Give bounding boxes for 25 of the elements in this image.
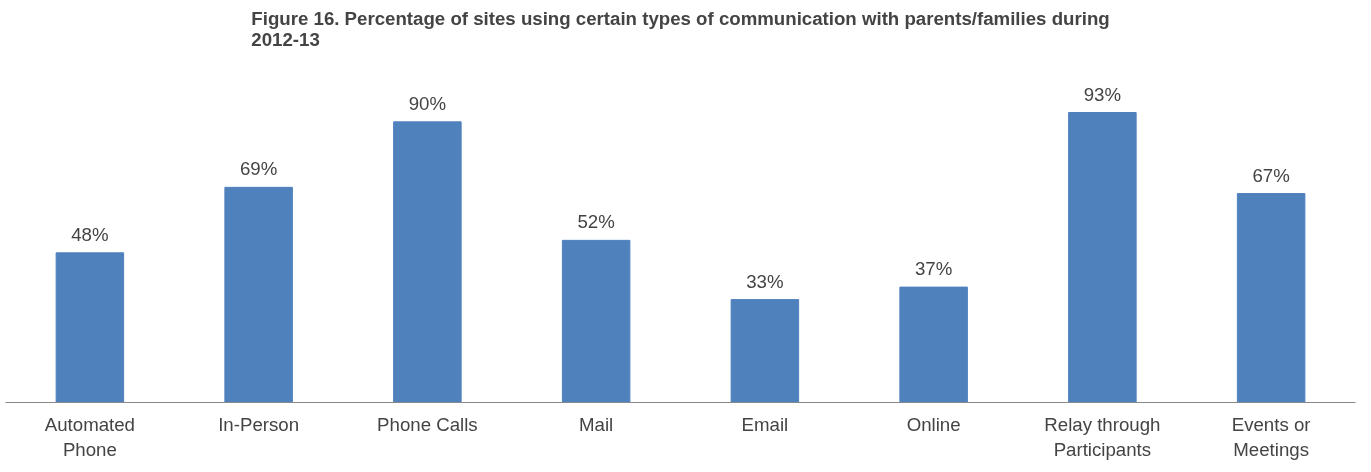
data-label: 52% bbox=[577, 211, 615, 233]
x-tick-label: Email bbox=[741, 413, 789, 435]
data-label: 90% bbox=[408, 92, 447, 114]
x-tick-label: Events or Meetings bbox=[1231, 413, 1311, 460]
data-label: 93% bbox=[1083, 83, 1122, 105]
x-tick-label: Relay through Participants bbox=[1044, 413, 1161, 460]
data-label: 33% bbox=[746, 270, 784, 292]
data-label: 48% bbox=[71, 223, 109, 245]
data-label: 37% bbox=[914, 258, 953, 280]
data-label: 69% bbox=[239, 158, 278, 180]
bar bbox=[55, 252, 125, 403]
chart-title: Figure 16. Percentage of sites using certain types of communication with parents/families during 2012-13 bbox=[251, 7, 1110, 50]
bar bbox=[1068, 112, 1137, 403]
x-tick-label: Online bbox=[906, 413, 961, 435]
bar bbox=[561, 239, 631, 403]
bar bbox=[899, 286, 968, 403]
x-tick-label: Automated Phone bbox=[44, 413, 135, 460]
x-tick-label: Phone Calls bbox=[377, 413, 478, 435]
x-tick-label: Mail bbox=[579, 413, 614, 435]
bar bbox=[730, 299, 800, 403]
bar bbox=[224, 186, 293, 403]
bar bbox=[1236, 193, 1306, 403]
data-label: 67% bbox=[1252, 164, 1290, 186]
bar bbox=[393, 121, 462, 403]
x-tick-label: In-Person bbox=[218, 413, 300, 435]
